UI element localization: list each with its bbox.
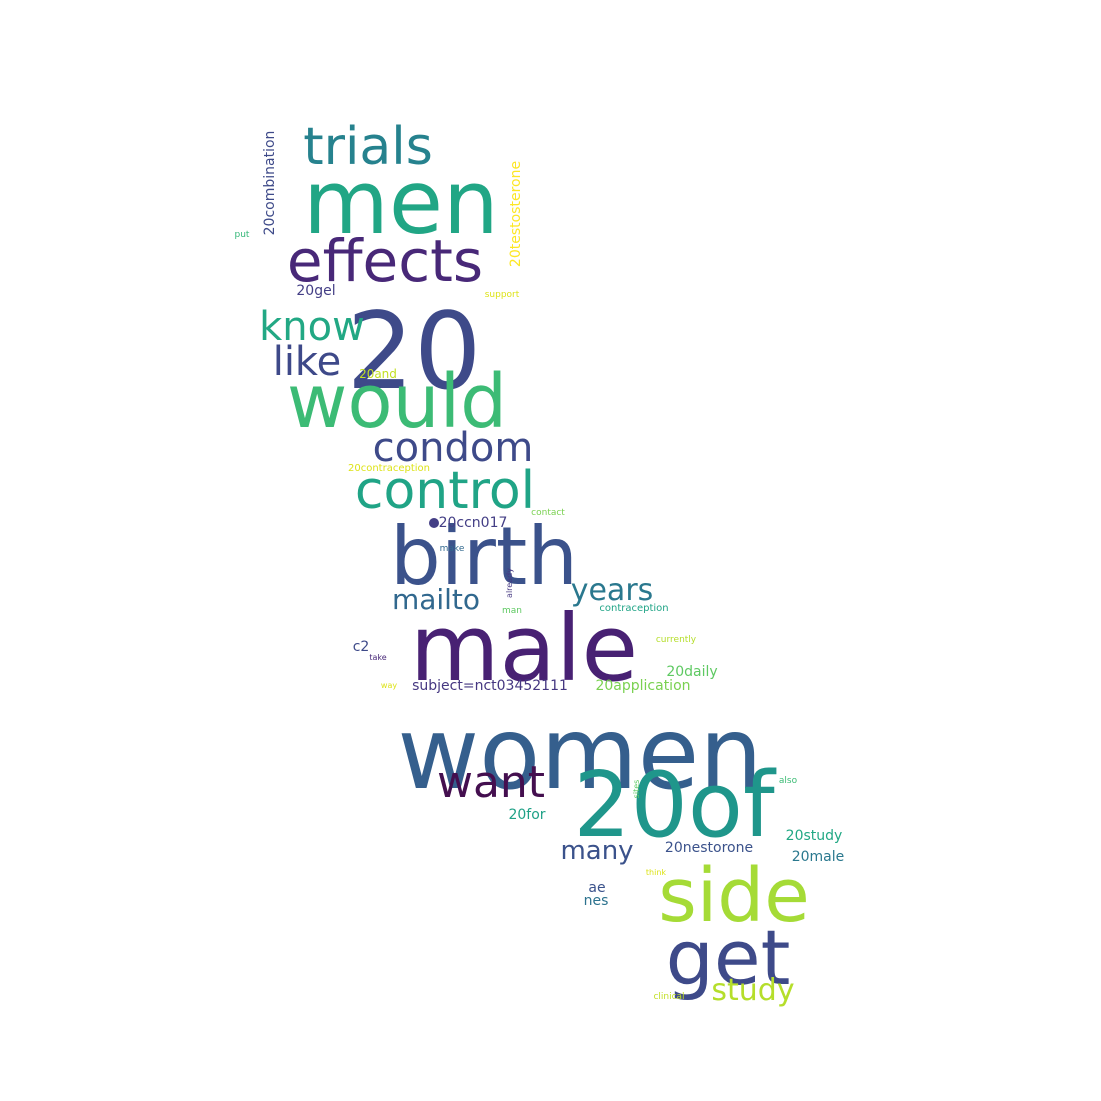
word-20nestorone: 20nestorone	[665, 840, 753, 856]
word-put: put	[235, 230, 250, 240]
word-way: way	[381, 681, 397, 690]
word-subject-nct03452111: subject=nct03452111	[412, 678, 568, 694]
word-20application: 20application	[595, 678, 690, 694]
word-get: get	[666, 913, 791, 1002]
word-20gel: 20gel	[296, 283, 335, 299]
word-20testosterone: 20testosterone	[508, 161, 524, 267]
word-clinical: clinical	[653, 992, 684, 1002]
word-20male: 20male	[792, 849, 845, 865]
word-20combination: 20combination	[262, 131, 278, 236]
word-birth: birth	[390, 510, 578, 603]
word-many: many	[560, 836, 633, 866]
word-sites: sites	[632, 780, 641, 799]
word-already: already	[505, 568, 514, 598]
word-nes: nes	[584, 893, 609, 909]
word-effects: effects	[287, 227, 483, 295]
word-male: male	[410, 595, 638, 702]
word-support: support	[485, 290, 520, 300]
word-man: man	[502, 606, 522, 616]
word-side: side	[658, 853, 810, 939]
word-women: women	[397, 695, 762, 812]
word-know: know	[259, 304, 365, 350]
word-contact: contact	[531, 508, 565, 518]
word-want: want	[437, 757, 545, 808]
word-c2: c2	[353, 639, 370, 655]
word-trials: trials	[303, 117, 433, 177]
word-would: would	[287, 359, 507, 445]
word-20study: 20study	[786, 828, 843, 844]
word-ae: ae	[588, 880, 605, 896]
word-20of: 20of	[573, 753, 777, 858]
word-mailto: mailto	[392, 583, 480, 616]
word-control: control	[355, 461, 535, 521]
word-condom: condom	[373, 425, 534, 471]
word-20ccn017: 20ccn017	[439, 515, 508, 531]
word-also: also	[779, 776, 798, 786]
word-20and: 20and	[359, 367, 397, 381]
word-20: 20	[347, 290, 482, 413]
word-study: study	[711, 973, 794, 1008]
word-years: years	[571, 573, 654, 608]
bullet-dot	[429, 518, 439, 528]
word-20daily: 20daily	[666, 664, 717, 680]
word-20contraception: 20contraception	[348, 463, 430, 474]
word-take: take	[369, 653, 386, 662]
word-20for: 20for	[508, 807, 545, 823]
word-currently: currently	[656, 635, 697, 645]
word-men: men	[303, 151, 499, 254]
word-make: make	[440, 544, 465, 554]
word-think: think	[646, 868, 667, 877]
word-contraception: contraception	[599, 603, 668, 614]
word-like: like	[273, 339, 342, 385]
